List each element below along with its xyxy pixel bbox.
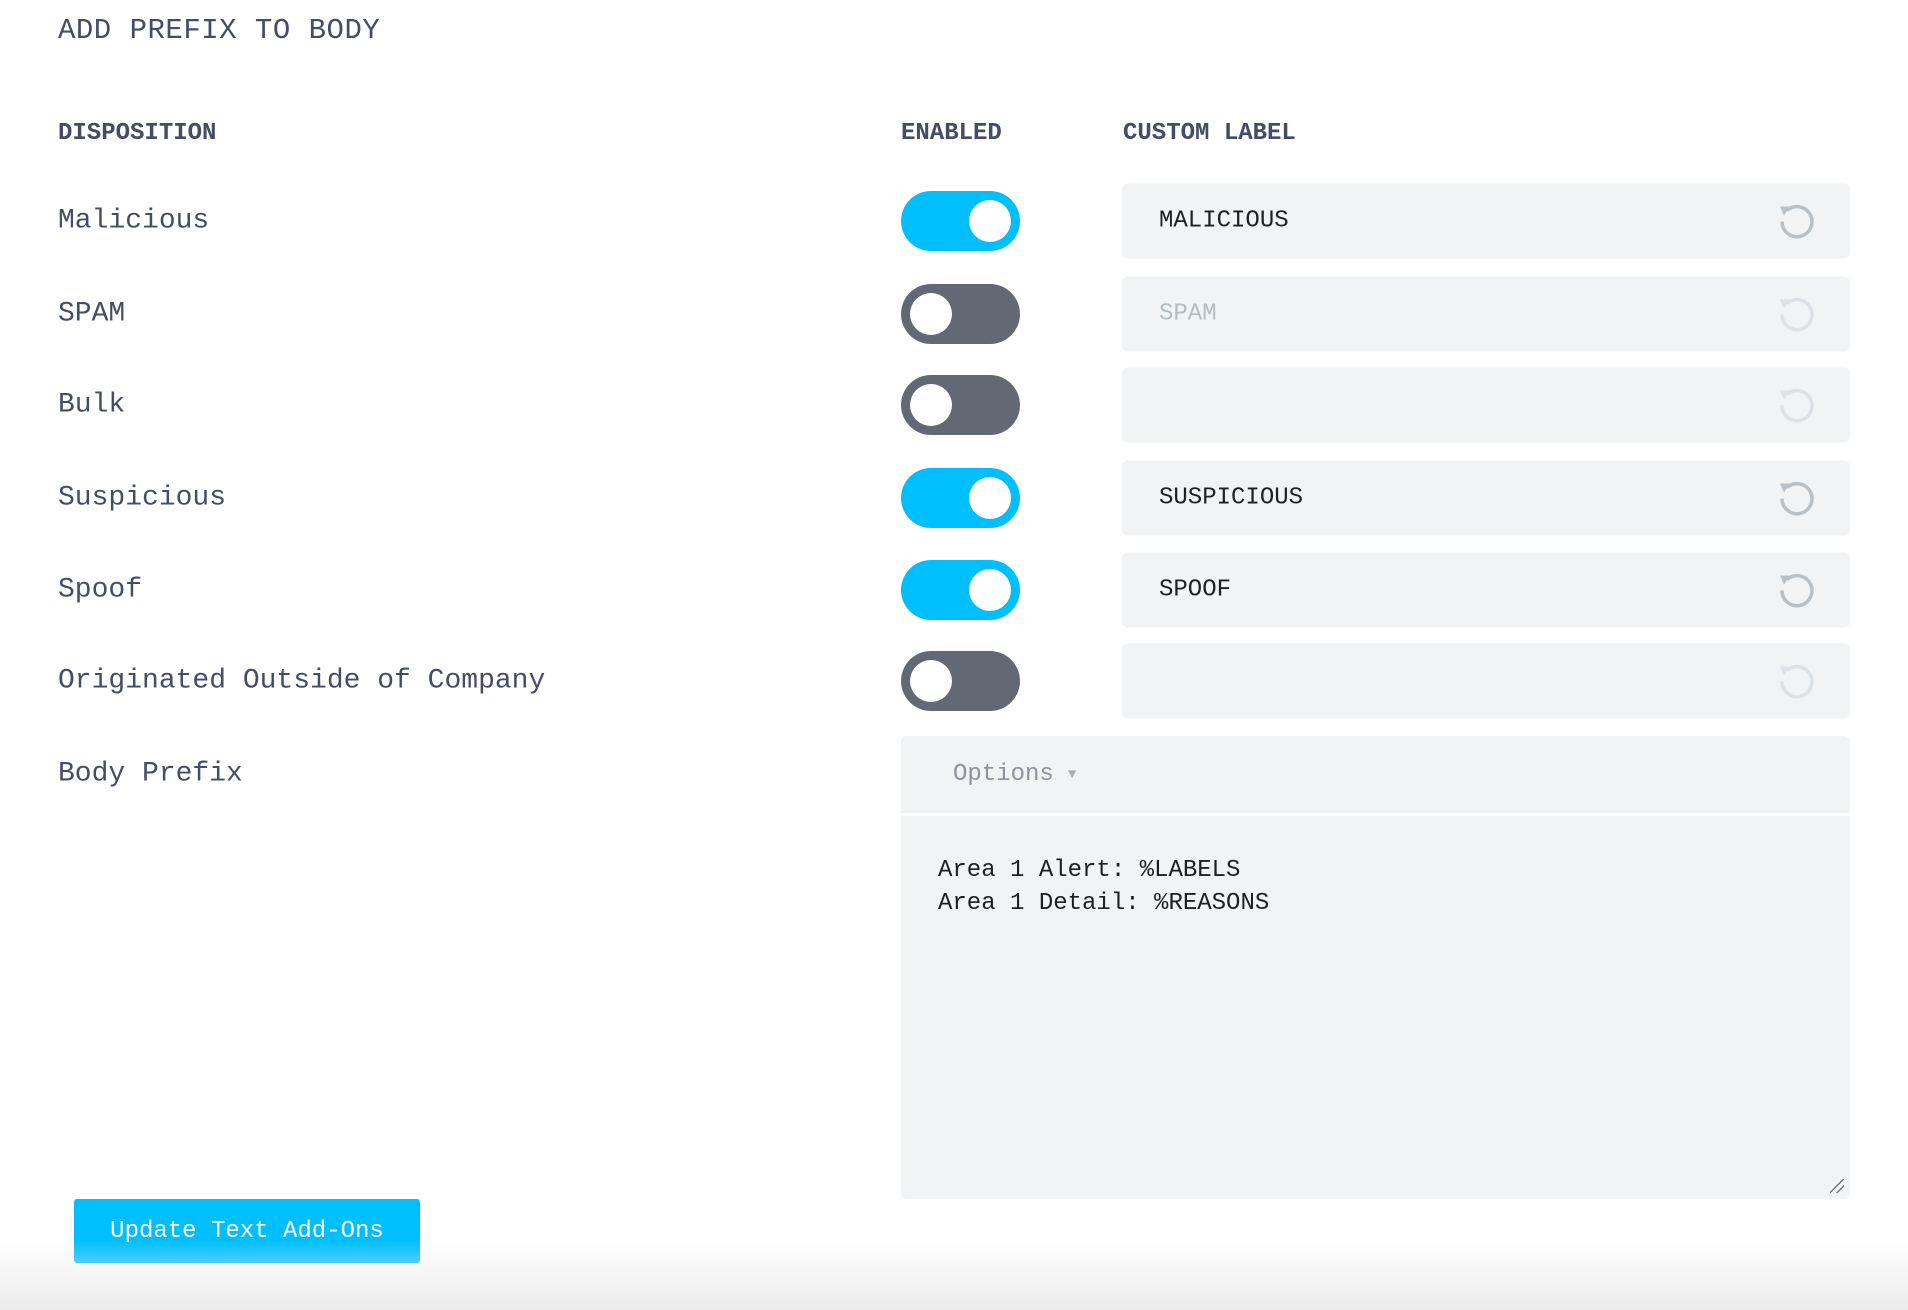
body-prefix-textarea[interactable]: Area 1 Alert: %LABELS Area 1 Detail: %RE…: [901, 816, 1850, 1199]
custom-label-input[interactable]: [1122, 367, 1850, 443]
custom-label-input[interactable]: [1122, 643, 1850, 719]
custom-label-input[interactable]: SUSPICIOUS: [1122, 460, 1850, 536]
reset-icon[interactable]: [1776, 662, 1816, 702]
disposition-label: Originated Outside of Company: [58, 665, 546, 697]
reset-icon[interactable]: [1776, 386, 1816, 426]
custom-label-value: SPAM: [1159, 300, 1217, 328]
enabled-toggle[interactable]: [901, 375, 1020, 435]
header-custom-label: CUSTOM LABEL: [1123, 120, 1296, 147]
update-text-addons-button[interactable]: Update Text Add-Ons: [74, 1199, 420, 1263]
section-title: ADD PREFIX TO BODY: [58, 14, 381, 47]
disposition-label: Bulk: [58, 389, 126, 421]
body-prefix-text: Area 1 Alert: %LABELS Area 1 Detail: %RE…: [938, 857, 1270, 917]
reset-icon[interactable]: [1776, 479, 1816, 519]
reset-icon[interactable]: [1776, 202, 1816, 242]
toggle-knob: [969, 569, 1011, 611]
enabled-toggle[interactable]: [901, 560, 1020, 620]
reset-icon[interactable]: [1776, 295, 1816, 335]
options-dropdown[interactable]: Options ▼: [901, 736, 1850, 813]
enabled-toggle[interactable]: [901, 468, 1020, 528]
enabled-toggle[interactable]: [901, 191, 1020, 251]
options-label: Options: [953, 761, 1054, 788]
body-prefix-label: Body Prefix: [58, 758, 243, 790]
custom-label-value: SUSPICIOUS: [1159, 484, 1304, 512]
caret-down-icon: ▼: [1067, 766, 1077, 783]
toggle-knob: [910, 660, 952, 702]
header-enabled: ENABLED: [901, 120, 1002, 147]
toggle-knob: [969, 200, 1011, 242]
enabled-toggle[interactable]: [901, 651, 1020, 711]
custom-label-input[interactable]: MALICIOUS: [1122, 183, 1850, 259]
disposition-label: SPAM: [58, 298, 126, 330]
enabled-toggle[interactable]: [901, 284, 1020, 344]
disposition-label: Spoof: [58, 574, 143, 606]
header-disposition: DISPOSITION: [58, 120, 217, 147]
disposition-label: Malicious: [58, 205, 210, 237]
toggle-knob: [910, 293, 952, 335]
toggle-knob: [910, 384, 952, 426]
custom-label-value: MALICIOUS: [1159, 207, 1289, 235]
custom-label-input[interactable]: SPOOF: [1122, 552, 1850, 628]
custom-label-input[interactable]: SPAM: [1122, 276, 1850, 352]
toggle-knob: [969, 477, 1011, 519]
resize-handle-icon[interactable]: [1830, 1179, 1844, 1193]
custom-label-value: SPOOF: [1159, 576, 1232, 604]
disposition-label: Suspicious: [58, 482, 227, 514]
reset-icon[interactable]: [1776, 571, 1816, 611]
